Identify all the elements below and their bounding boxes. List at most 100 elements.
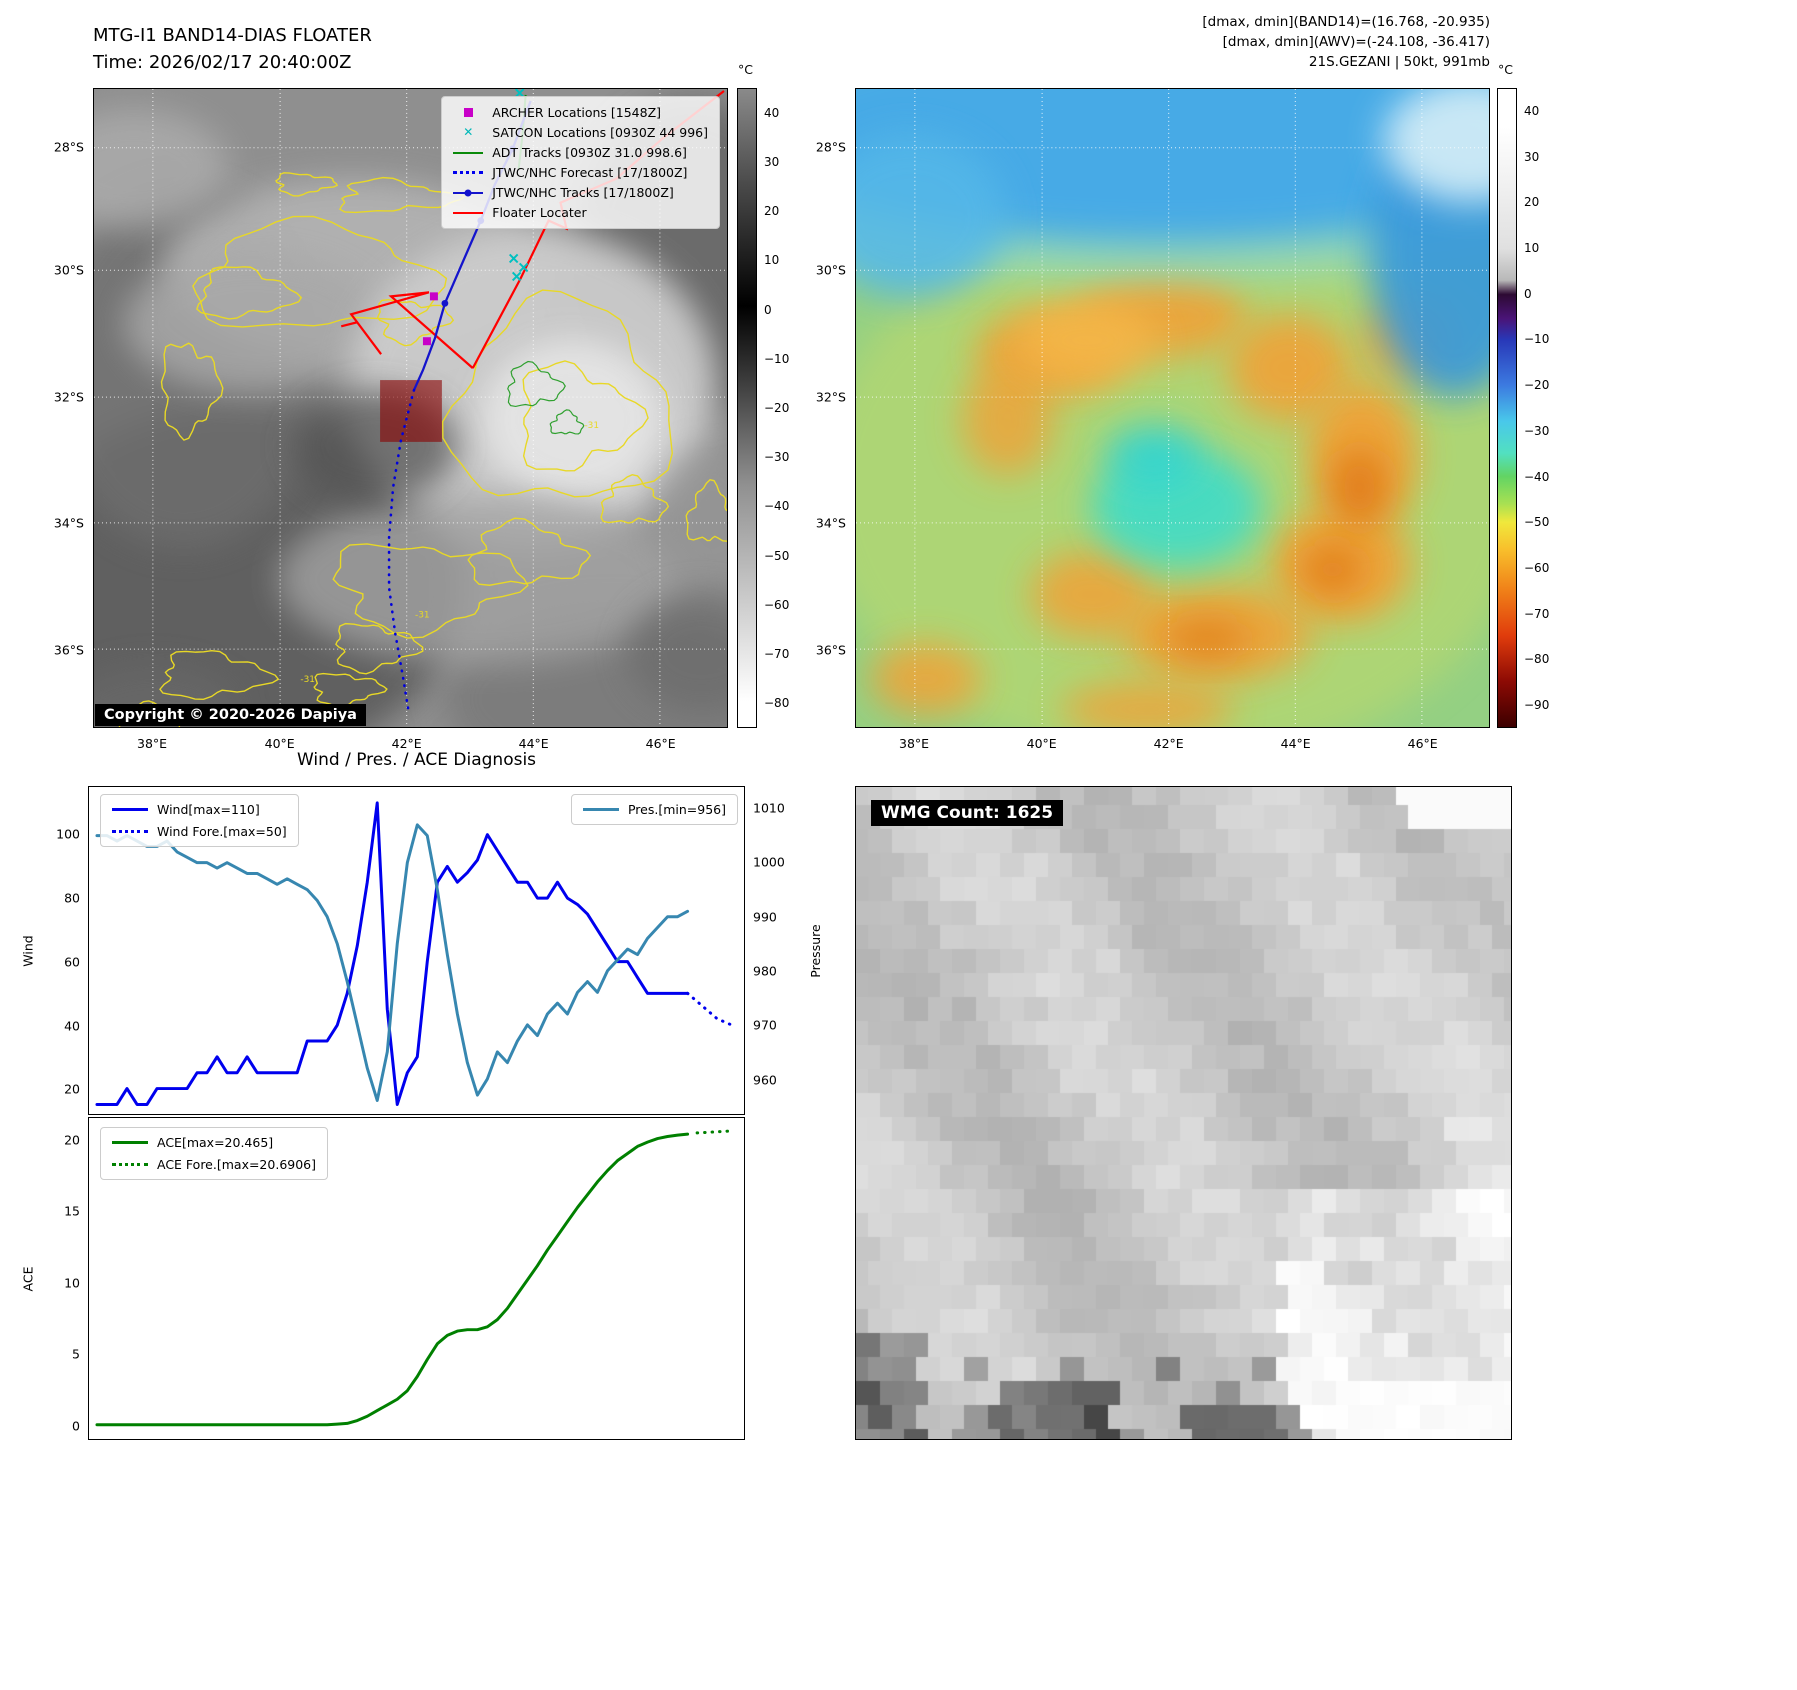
band14-time: Time: 2026/02/17 20:40:00Z [93,52,352,73]
ace-legend: ACE[max=20.465] ACE Fore.[max=20.6906] [100,1127,329,1180]
lon-tick-label: 38°E [137,736,168,751]
ir-cloud-texture [94,99,727,727]
band14-title-block: MTG-I1 BAND14-DIAS FLOATER Time: 2026/02… [93,22,372,76]
colorbar-tick-label: 20 [1524,195,1540,210]
enhanced-colorbar-gradient [1497,88,1517,728]
y-tick-label: 980 [753,963,777,979]
legend-label: Floater Locater [492,205,587,220]
legend-item: ACE[max=20.465] [112,1135,316,1150]
colorbar-tick-label: 0 [1524,286,1532,301]
colorbar-tick-label: −30 [764,450,790,465]
colorbar-tick-label: 10 [764,253,780,268]
y-tick-label: 40 [64,1018,80,1034]
colorbar-tick-label: 30 [1524,149,1540,164]
jtwc-track-point [441,299,449,307]
band14-map-frame: -31 -31 -31 ARCHER Locations [1548Z] ✕ SATCO… [93,88,728,728]
y-tick-label: 970 [753,1017,777,1033]
legend-item: Wind[max=110] [112,802,287,817]
lat-tick-label: 32°S [815,389,846,405]
awv-map: 28°S 30°S 32°S 34°S 36°S 38°E 40°E 42°E 44°E 46°E [816,88,1490,751]
lat-tick-label: 30°S [815,262,846,278]
colorbar-tick-label: 20 [764,204,780,219]
colorbar-tick-label: −20 [764,401,790,415]
line-marker [453,207,484,219]
jtwc-forecast-line [387,388,416,716]
awv-colorbar-unit: °C [1498,62,1513,77]
y-tick-label: 60 [64,954,80,970]
wmg-mosaic-image [856,787,1511,1439]
lon-tick-label: 38°E [899,736,930,751]
storm-id-intensity: 21S.GEZANI | 50kt, 991mb [1308,54,1490,70]
dmax-dmin-band14: [dmax, dmin](BAND14)=(16.768, -20.935) [1202,14,1490,30]
colorbar-tick-label: −30 [1524,423,1550,438]
line-sample [112,1159,148,1171]
legend-label: Pres.[min=956] [627,802,726,817]
lon-tick-label: 42°E [391,736,422,751]
band14-colorbar: 40 30 20 10 0 −10 −20 −30 −40 −50 −60 −70 −80 [737,88,789,728]
lon-tick-label: 44°E [1280,736,1311,751]
green-contours [507,360,585,435]
colorbar-tick-label: 40 [1524,103,1540,118]
y-tick-label: 15 [64,1203,80,1219]
floater-locater-line [340,291,474,369]
colorbar-tick-label: −60 [1524,561,1550,575]
colorbar-tick-label: −80 [764,696,790,711]
lat-tick-label: 30°S [53,262,84,278]
legend-label: SATCON Locations [0930Z 44 996] [492,125,708,140]
y-tick-label: 10 [64,1275,80,1291]
line-sample [582,804,619,816]
awv-colorbar: 40 30 20 10 0 −10 −20 −30 −40 −50 −60 −70 −80 −90 [1497,88,1549,728]
line-dot-marker [453,187,484,199]
colorbar-tick-label: 30 [764,154,780,169]
y-tick-label: 100 [56,826,80,842]
wind-pressure-chart: Wind[max=110] Wind Fore.[max=50] Pres.[mi… [21,786,823,1115]
colorbar-tick-label: −20 [1524,378,1550,393]
dmax-dmin-awv: [dmax, dmin](AWV)=(-24.108, -36.417) [1222,34,1490,50]
contour-label: -31 [300,675,315,685]
awv-texture [856,89,1489,727]
legend-item: Pres.[min=956] [582,802,726,817]
lat-tick-label: 34°S [53,515,84,531]
legend-label: Wind[max=110] [157,802,260,817]
y-tick-label: 5 [72,1346,80,1362]
y-tick-label: 80 [64,890,80,906]
lon-tick-label: 44°E [518,736,549,751]
lat-tick-label: 36°S [815,642,846,658]
lon-tick-label: 42°E [1153,736,1184,751]
satcon-location-marker [514,89,525,98]
colorbar-tick-label: −40 [764,499,790,514]
lat-tick-label: 34°S [815,515,846,531]
legend-label: Wind Fore.[max=50] [157,824,287,839]
y-tick-label: 1010 [753,800,785,816]
band14-colorbar-unit: °C [738,62,753,77]
y-tick-label: 990 [753,909,777,924]
contour-label: -31 [415,610,430,620]
lat-tick-label: 28°S [53,139,84,155]
colorbar-tick-label: −80 [1524,652,1550,667]
archer-location-marker [429,292,438,301]
colorbar-tick-label: −90 [1524,698,1550,713]
lat-tick-label: 32°S [53,389,84,405]
colorbar-tick-label: 0 [764,302,772,317]
archer-location-marker [422,337,431,346]
legend-label: ADT Tracks [0930Z 31.0 998.6] [492,145,687,160]
legend-item: JTWC/NHC Tracks [17/1800Z] [453,185,708,200]
colorbar-tick-label: −60 [764,597,790,612]
series-line [686,991,734,1027]
colorbar-tick-label: −70 [1524,606,1550,621]
diagnosis-title: Wind / Pres. / ACE Diagnosis [296,750,537,770]
series-line [95,1132,690,1427]
grayscale-colorbar-gradient [737,88,757,728]
satcon-location-marker [508,253,519,264]
line-sample [112,1137,148,1149]
legend-item: ADT Tracks [0930Z 31.0 998.6] [453,145,708,160]
satcon-location-marker [511,271,522,282]
colorbar-tick-label: −50 [1524,515,1550,530]
awv-enhanced-image [856,89,1489,727]
wmg-panel: WMG Count: 1625 [855,786,1512,1440]
band14-map: -31 -31 -31 ARCHER Locations [1548Z] ✕ SATCO… [54,88,728,751]
copyright-label: Copyright © 2020-2026 Dapiya [95,704,366,726]
line-sample [112,804,148,816]
y-tick-label: 1000 [753,854,785,870]
